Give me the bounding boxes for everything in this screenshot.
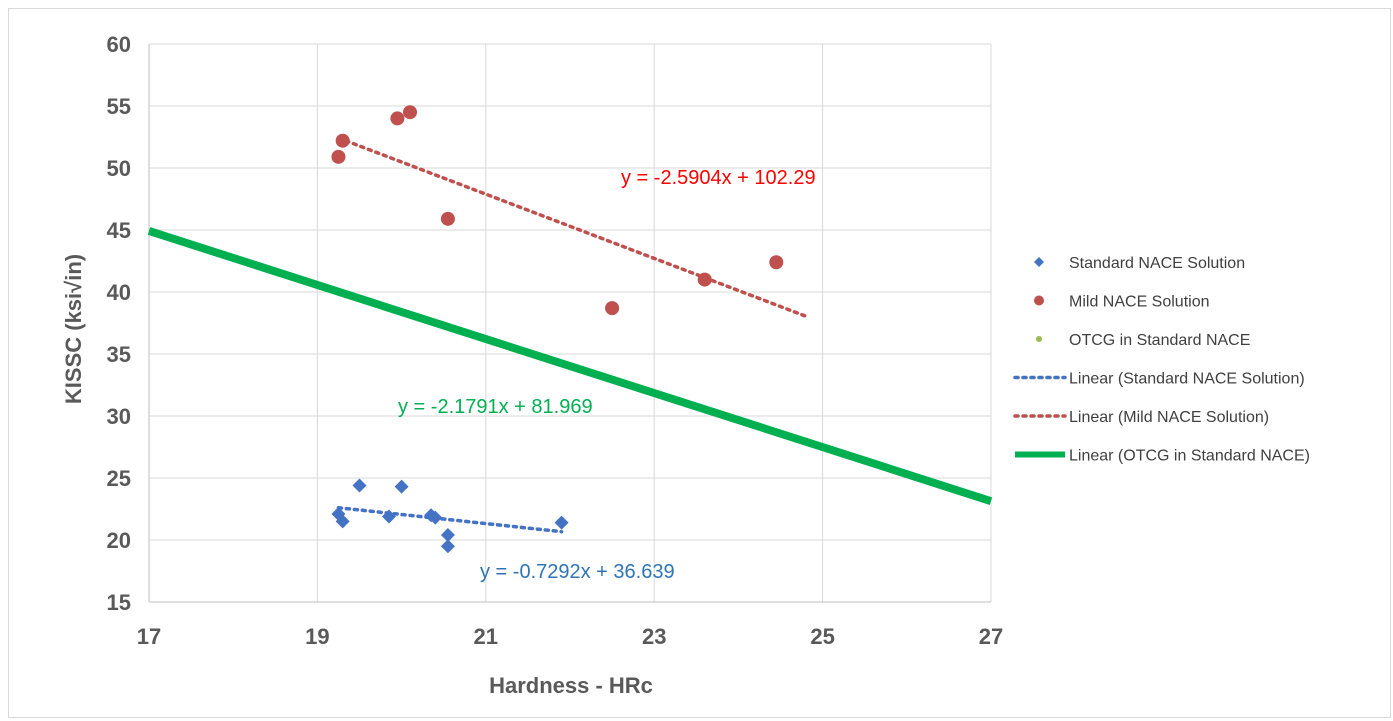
y-tick-label: 45 bbox=[107, 218, 131, 243]
data-point-mild bbox=[403, 105, 418, 120]
y-tick-label: 15 bbox=[107, 590, 131, 615]
scatter-chart: 15 20 25 30 35 40 45 50 55 60 17 19 21 23 25 27 y = -0.… bbox=[61, 32, 1310, 698]
legend-item: Standard NACE Solution bbox=[1034, 255, 1245, 272]
trendline-equation-1: y = -2.5904x + 102.29 bbox=[621, 167, 816, 189]
axis-ticks: 15 20 25 30 35 40 45 50 55 60 17 19 21 23 25 27 bbox=[107, 32, 1004, 649]
data-point-mild bbox=[440, 211, 455, 226]
data-point-mild bbox=[390, 111, 405, 126]
data-point-standard bbox=[381, 509, 396, 524]
data-point-standard bbox=[440, 539, 455, 554]
data-point-standard bbox=[352, 478, 367, 493]
trendline-2 bbox=[147, 227, 993, 505]
y-tick-label: 60 bbox=[107, 32, 131, 57]
trendline-equation-2: y = -2.1791x + 81.969 bbox=[398, 396, 593, 418]
y-tick-label: 35 bbox=[107, 342, 131, 367]
legend-label: Standard NACE Solution bbox=[1069, 255, 1245, 272]
y-tick-label: 55 bbox=[107, 94, 131, 119]
y-tick-label: 30 bbox=[107, 404, 131, 429]
data-point-standard bbox=[428, 510, 443, 525]
x-tick-label: 25 bbox=[810, 624, 834, 649]
data-point-mild bbox=[697, 272, 712, 287]
legend-item: Linear (OTCG in Standard NACE) bbox=[1015, 448, 1310, 465]
x-tick-label: 23 bbox=[642, 624, 666, 649]
legend-label: Mild NACE Solution bbox=[1069, 294, 1210, 311]
trendline-equations: y = -0.7292x + 36.639 y = -2.5904x + 102.… bbox=[398, 167, 816, 583]
y-tick-label: 20 bbox=[107, 528, 131, 553]
data-point-mild bbox=[335, 133, 350, 148]
legend-item: Linear (Mild NACE Solution) bbox=[1013, 409, 1269, 426]
x-tick-label: 27 bbox=[979, 624, 1003, 649]
legend-item: Mild NACE Solution bbox=[1034, 294, 1210, 311]
legend: Standard NACE Solution Mild NACE Solution… bbox=[1013, 255, 1310, 465]
x-tick-label: 21 bbox=[474, 624, 498, 649]
data-point-standard bbox=[335, 514, 350, 529]
legend-item: Linear (Standard NACE Solution) bbox=[1013, 371, 1305, 388]
legend-marker bbox=[1034, 257, 1044, 267]
trendline-0 bbox=[336, 505, 564, 534]
legend-label: Linear (Standard NACE Solution) bbox=[1069, 371, 1305, 388]
y-tick-label: 50 bbox=[107, 156, 131, 181]
legend-label: Linear (Mild NACE Solution) bbox=[1069, 409, 1269, 426]
legend-marker bbox=[1036, 336, 1042, 342]
gridlines bbox=[148, 43, 992, 603]
y-tick-label: 40 bbox=[107, 280, 131, 305]
data-points bbox=[331, 105, 784, 554]
legend-item: OTCG in Standard NACE bbox=[1036, 332, 1250, 349]
data-point-mild bbox=[331, 149, 346, 164]
x-tick-label: 17 bbox=[137, 624, 161, 649]
data-point-mild bbox=[605, 301, 620, 316]
chart-area: 15 20 25 30 35 40 45 50 55 60 17 19 21 23 25 27 y = -0.… bbox=[8, 8, 1391, 718]
data-point-standard bbox=[554, 515, 569, 530]
trendline-equation-0: y = -0.7292x + 36.639 bbox=[480, 561, 675, 583]
x-tick-label: 19 bbox=[305, 624, 329, 649]
trendline-1 bbox=[336, 136, 808, 318]
data-point-standard bbox=[394, 479, 409, 494]
y-tick-label: 25 bbox=[107, 466, 131, 491]
data-point-standard bbox=[440, 528, 455, 543]
data-point-mild bbox=[769, 255, 784, 270]
legend-label: OTCG in Standard NACE bbox=[1069, 332, 1250, 349]
trendlines bbox=[147, 136, 993, 534]
legend-marker bbox=[1034, 295, 1044, 306]
y-axis-title: KISSC (ksi√in) bbox=[61, 254, 86, 404]
x-axis-title: Hardness - HRc bbox=[489, 673, 653, 698]
legend-label: Linear (OTCG in Standard NACE) bbox=[1069, 448, 1310, 465]
